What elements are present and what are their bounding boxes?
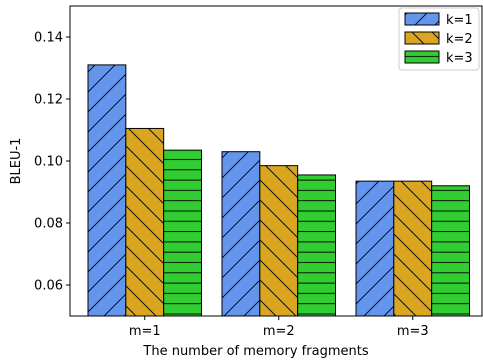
legend-swatch-hatch-k2	[405, 32, 439, 44]
x-tick-label-m1: m=1	[129, 324, 161, 339]
bar-hatch-k3-m2	[298, 175, 336, 316]
y-tick-label: 0.10	[34, 155, 63, 170]
bar-hatch-k3-m1	[164, 150, 202, 316]
legend-swatch-hatch-k3	[405, 51, 439, 63]
y-tick-label: 0.08	[34, 217, 63, 232]
legend-swatch-hatch-k1	[405, 13, 439, 25]
y-axis-label: BLEU-1	[9, 138, 24, 185]
x-tick-label-m2: m=2	[263, 324, 295, 339]
legend-label-k1: k=1	[446, 13, 473, 28]
y-tick-label: 0.14	[34, 31, 63, 46]
x-axis: m=1 m=2 m=3	[129, 316, 429, 339]
legend-label-k2: k=2	[446, 32, 473, 47]
legend-label-k3: k=3	[446, 51, 473, 66]
bar-hatch-k2-m2	[260, 166, 298, 316]
x-tick-label-m3: m=3	[397, 324, 429, 339]
y-tick-label: 0.06	[34, 279, 63, 294]
bar-hatch-k3-m3	[432, 186, 470, 316]
bar-hatch-k2-m3	[394, 181, 432, 316]
y-tick-label: 0.12	[34, 93, 63, 108]
bar-hatch-k1-m2	[222, 152, 260, 316]
bar-hatch-k1-m3	[356, 181, 394, 316]
bars-group	[88, 65, 470, 316]
legend: k=1 k=2 k=3	[399, 8, 479, 70]
x-axis-label: The number of memory fragments	[142, 344, 368, 359]
y-axis: 0.06 0.08 0.10 0.12 0.14	[34, 31, 70, 294]
bar-hatch-k1-m1	[88, 65, 126, 316]
bar-hatch-k2-m1	[126, 128, 164, 316]
